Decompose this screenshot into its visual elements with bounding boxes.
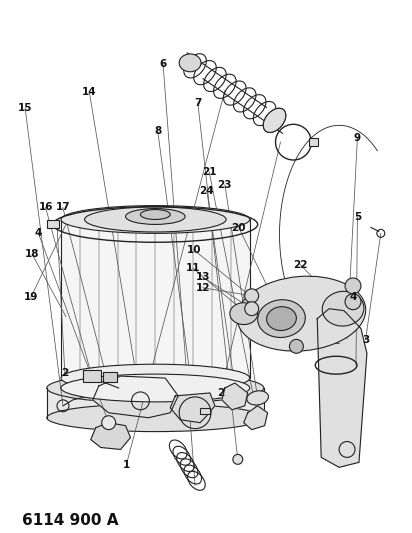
Polygon shape	[61, 220, 250, 378]
Ellipse shape	[47, 373, 264, 403]
Text: 20: 20	[232, 222, 246, 232]
Ellipse shape	[263, 108, 286, 132]
Ellipse shape	[258, 300, 305, 337]
Text: 11: 11	[186, 263, 200, 273]
Text: 4: 4	[35, 228, 42, 238]
Text: 2: 2	[217, 389, 224, 399]
Text: 4: 4	[350, 292, 357, 302]
Circle shape	[245, 302, 259, 316]
Text: 23: 23	[218, 180, 232, 190]
Circle shape	[345, 294, 361, 310]
Ellipse shape	[61, 364, 250, 392]
Ellipse shape	[61, 206, 250, 233]
Text: 21: 21	[202, 167, 217, 177]
Polygon shape	[93, 376, 178, 418]
Ellipse shape	[61, 374, 250, 402]
Polygon shape	[170, 393, 215, 423]
Text: 10: 10	[187, 245, 201, 255]
Ellipse shape	[47, 404, 264, 432]
Text: 16: 16	[38, 203, 53, 213]
Bar	[103, 372, 117, 382]
Bar	[47, 221, 59, 229]
Circle shape	[245, 289, 259, 303]
Text: 8: 8	[154, 126, 162, 136]
Text: 1: 1	[123, 461, 130, 470]
Text: 22: 22	[293, 260, 307, 270]
Polygon shape	[47, 388, 264, 418]
Ellipse shape	[179, 54, 201, 72]
Ellipse shape	[237, 276, 366, 351]
Text: 18: 18	[25, 249, 39, 259]
Text: 5: 5	[354, 212, 361, 222]
Circle shape	[233, 455, 243, 464]
Text: 6: 6	[159, 59, 167, 69]
Polygon shape	[222, 383, 248, 410]
Circle shape	[290, 340, 303, 353]
Text: 24: 24	[199, 185, 214, 196]
Circle shape	[102, 416, 116, 430]
Ellipse shape	[322, 292, 364, 326]
Text: 13: 13	[195, 272, 210, 282]
Ellipse shape	[247, 391, 269, 405]
Text: 17: 17	[56, 203, 70, 213]
Bar	[83, 370, 101, 382]
Ellipse shape	[84, 207, 226, 232]
Text: 12: 12	[195, 283, 210, 293]
Polygon shape	[91, 423, 131, 449]
Text: 19: 19	[23, 292, 38, 302]
Polygon shape	[244, 406, 267, 430]
Text: 15: 15	[18, 103, 33, 113]
Bar	[309, 138, 318, 146]
Polygon shape	[317, 309, 367, 467]
Ellipse shape	[230, 303, 258, 325]
Text: 6114 900 A: 6114 900 A	[22, 513, 118, 528]
Text: 14: 14	[82, 87, 97, 97]
Text: 3: 3	[362, 335, 369, 344]
Bar	[200, 408, 210, 414]
Ellipse shape	[140, 209, 170, 220]
Text: 9: 9	[354, 133, 361, 143]
Ellipse shape	[126, 208, 185, 224]
Text: 7: 7	[194, 98, 201, 108]
Ellipse shape	[267, 306, 296, 330]
Circle shape	[345, 278, 361, 294]
Text: 2: 2	[61, 368, 68, 378]
